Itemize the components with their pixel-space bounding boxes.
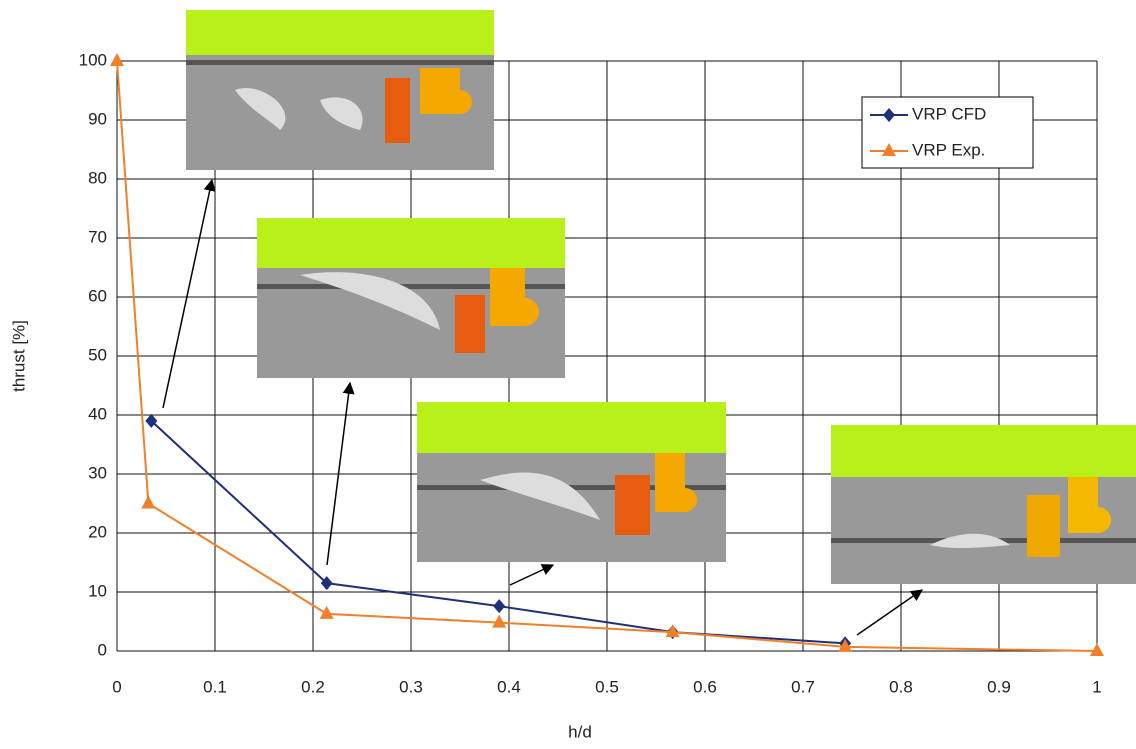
- x-tick-label: 0: [112, 677, 121, 696]
- y-tick-label: 100: [79, 50, 107, 69]
- x-tick-label: 0.1: [203, 677, 227, 696]
- x-tick-label: 0.9: [987, 677, 1011, 696]
- point: [838, 639, 852, 652]
- x-tick-label: 0.3: [399, 677, 423, 696]
- y-tick-label: 20: [88, 522, 107, 541]
- point: [493, 599, 505, 613]
- inset-image: [417, 402, 726, 562]
- y-tick-label: 10: [88, 581, 107, 600]
- x-tick-label: 0.2: [301, 677, 325, 696]
- x-axis-label: h/d: [568, 722, 592, 741]
- y-tick-label: 40: [88, 404, 107, 423]
- inset-image: [186, 10, 494, 170]
- x-tick-label: 0.4: [497, 677, 521, 696]
- point: [492, 615, 506, 628]
- point: [1090, 643, 1104, 656]
- y-tick-label: 70: [88, 227, 107, 246]
- x-tick-label: 0.8: [889, 677, 913, 696]
- y-axis-label: thrust [%]: [9, 320, 28, 392]
- inset-image: [831, 425, 1136, 584]
- point: [110, 53, 124, 66]
- y-tick-label: 50: [88, 345, 107, 364]
- x-tick-label: 0.6: [693, 677, 717, 696]
- point: [320, 606, 334, 619]
- legend-label: VRP Exp.: [912, 140, 985, 159]
- y-tick-label: 80: [88, 168, 107, 187]
- x-tick-label: 0.7: [791, 677, 815, 696]
- y-tick-label: 60: [88, 286, 107, 305]
- y-tick-label: 30: [88, 463, 107, 482]
- y-tick-label: 0: [98, 640, 107, 659]
- arrow: [510, 565, 553, 585]
- point: [141, 496, 155, 509]
- arrow: [857, 590, 922, 635]
- x-tick-label: 0.5: [595, 677, 619, 696]
- arrow: [163, 180, 212, 408]
- x-tick-label: 1: [1092, 677, 1101, 696]
- legend-label: VRP CFD: [912, 104, 986, 123]
- chart: 0 10 20 30 40 50 60 70 80 90 100 0 0.1 0.2 0.3 0.4 0.5 0.…: [0, 0, 1136, 749]
- y-tick-label: 90: [88, 109, 107, 128]
- inset-image: [257, 218, 565, 378]
